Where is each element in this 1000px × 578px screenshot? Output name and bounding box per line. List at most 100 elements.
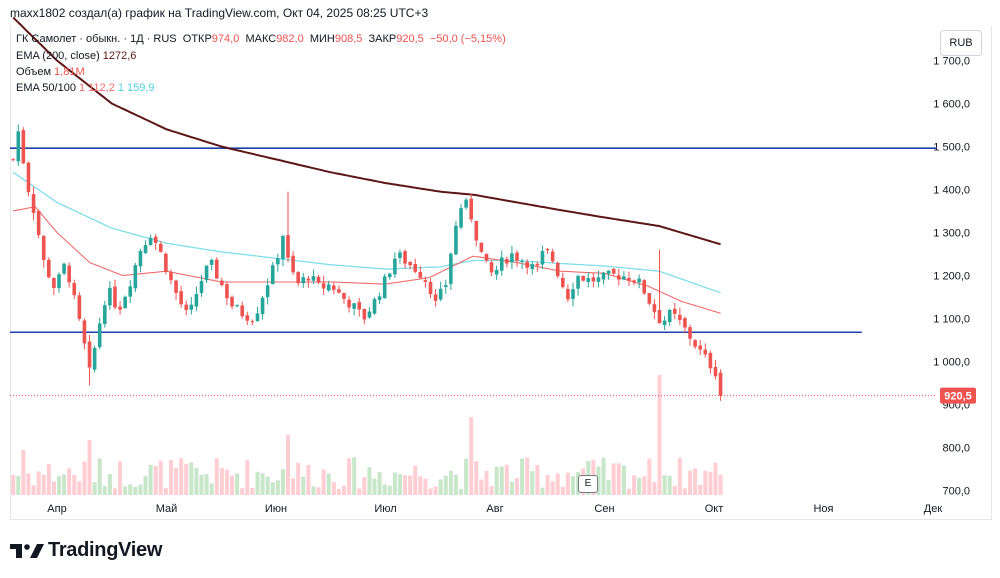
volume-bar: [448, 470, 453, 495]
candle-body: [169, 272, 173, 281]
volume-bar: [26, 473, 31, 495]
brand-name: TradingView: [48, 538, 163, 561]
candle-body: [286, 235, 290, 258]
candle-body: [459, 208, 463, 228]
volume-bar: [489, 486, 494, 495]
candle-body: [423, 280, 428, 282]
candle-body: [133, 265, 138, 289]
candle-body: [413, 263, 418, 272]
currency-button[interactable]: RUB: [940, 30, 982, 56]
volume-bar: [621, 465, 626, 495]
candle-body: [11, 159, 15, 161]
volume-bar: [596, 466, 601, 495]
volume-bar: [245, 460, 250, 495]
candle-body: [515, 252, 519, 261]
legend-ema200-row: EMA (200, close) 1272,6: [16, 50, 136, 62]
candle-body: [189, 304, 194, 310]
volume-bar: [688, 470, 693, 495]
candle-body: [337, 289, 341, 293]
candle-body: [469, 198, 474, 220]
volume-bar: [128, 484, 133, 495]
volume-bar: [77, 481, 82, 495]
y-tick-label: 1 200,0: [933, 271, 970, 283]
candle-body: [72, 283, 77, 296]
volume-bar: [92, 482, 97, 495]
legend-ema50-value: 1 112,2: [78, 82, 115, 94]
candle-body: [276, 258, 280, 265]
candle-body: [393, 258, 397, 275]
volume-bar: [397, 474, 402, 495]
candle-body: [520, 261, 524, 263]
candle-body: [438, 288, 443, 300]
events-button[interactable]: E: [578, 475, 598, 493]
volume-bar: [189, 462, 194, 495]
candle-body: [377, 296, 382, 301]
candle-body: [179, 291, 183, 305]
candle-body: [576, 275, 580, 289]
volume-bar: [469, 417, 474, 495]
volume-bar: [611, 463, 616, 495]
candle-body: [118, 306, 122, 310]
chart-frame[interactable]: [10, 26, 992, 520]
candle-body: [622, 276, 626, 280]
candle-body: [703, 349, 708, 355]
x-month-label: Май: [156, 503, 178, 515]
x-month-label: Окт: [705, 503, 724, 515]
candle-body: [499, 257, 504, 271]
candle-body: [225, 284, 229, 299]
volume-bar: [87, 440, 92, 495]
volume-bar: [255, 471, 260, 495]
volume-bar: [494, 466, 499, 495]
candle-body: [545, 248, 550, 251]
volume-bar: [250, 487, 255, 495]
x-month-label: Дек: [924, 503, 943, 515]
candle-body: [204, 265, 209, 281]
candle-body: [489, 262, 494, 273]
candle-body: [561, 277, 565, 288]
candle-body: [153, 236, 158, 243]
y-tick-label: 1 600,0: [933, 99, 970, 111]
candle-body: [586, 278, 591, 283]
candle-body: [92, 348, 97, 370]
volume-bar: [647, 458, 652, 495]
volume-bar: [367, 467, 372, 495]
volume-bar: [275, 480, 280, 495]
candle-body: [158, 243, 163, 252]
candle-body: [220, 280, 224, 286]
volume-bar: [713, 462, 718, 495]
volume-bar: [703, 470, 708, 495]
candle-body: [372, 299, 377, 314]
candle-body: [291, 255, 295, 273]
volume-bar: [662, 475, 667, 495]
candle-body: [611, 268, 616, 274]
candle-body: [627, 277, 631, 281]
candle-body: [672, 308, 677, 314]
candle-body: [601, 272, 606, 280]
volume-bar: [336, 488, 341, 495]
candle-body: [693, 340, 697, 347]
candle-body: [31, 194, 36, 213]
volume-bar: [209, 483, 214, 495]
volume-bar: [382, 484, 387, 495]
volume-bar: [438, 479, 443, 495]
volume-bar: [413, 465, 418, 495]
volume-bar: [321, 469, 326, 495]
candle-body: [616, 275, 621, 280]
candle-body: [683, 318, 687, 328]
tradingview-brand[interactable]: TradingView: [10, 538, 162, 562]
volume-bar: [677, 458, 682, 495]
legend-low-value: 908,5: [334, 33, 363, 45]
x-month-label: Июл: [374, 503, 396, 515]
x-month-label: Сен: [594, 503, 614, 515]
volume-bar: [525, 457, 530, 495]
legend-ema-pair-label: EMA 50/100: [16, 82, 76, 94]
candle-body: [555, 262, 560, 277]
candle-body: [352, 303, 356, 309]
volume-bar: [642, 476, 647, 495]
volume-bar: [377, 472, 382, 495]
volume-bar: [520, 458, 525, 495]
candle-body: [326, 284, 331, 291]
x-month-label: Апр: [47, 503, 66, 515]
candle-body: [484, 253, 489, 261]
